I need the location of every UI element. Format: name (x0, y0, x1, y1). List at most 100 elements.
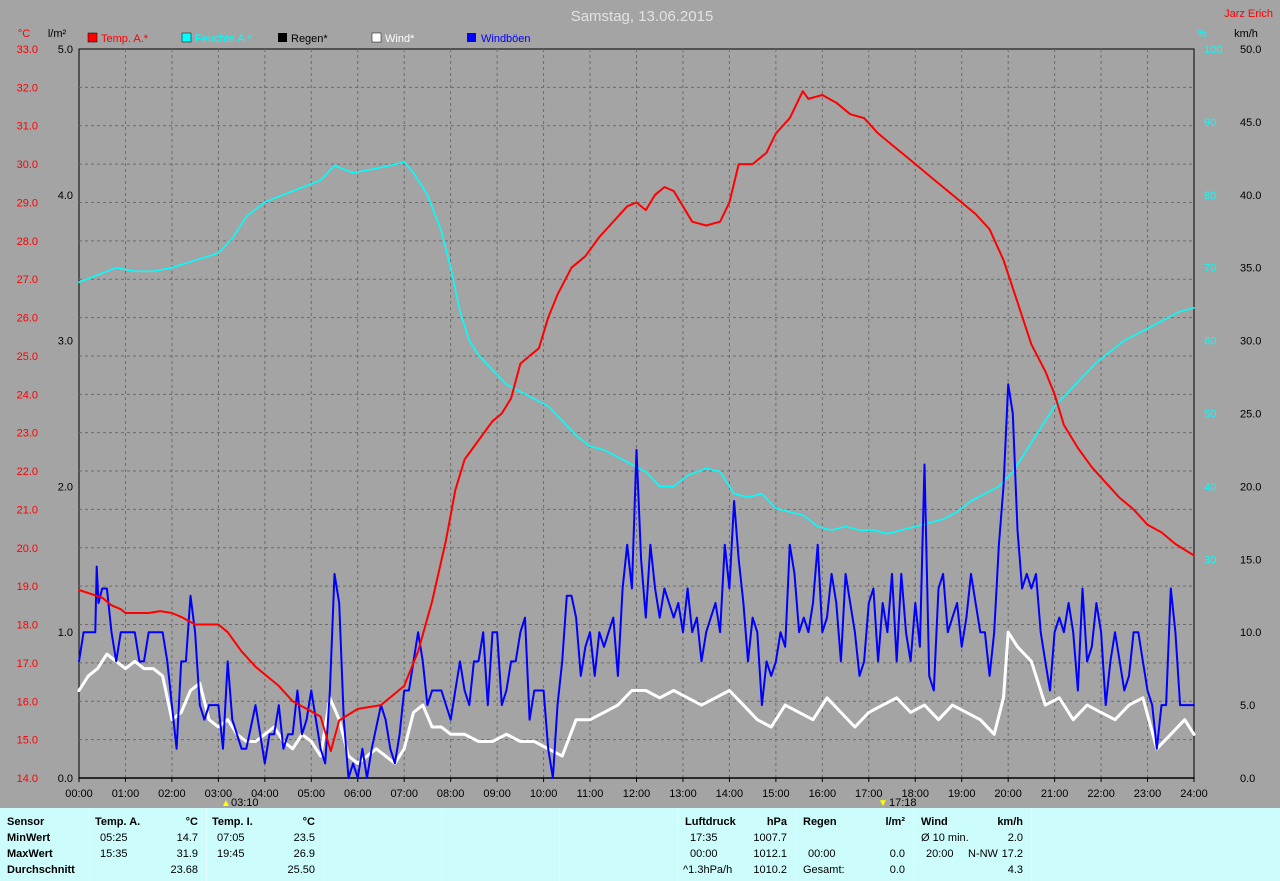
time-tick-label: 24:00 (1180, 788, 1208, 800)
rain-unit: l/m² (885, 816, 905, 828)
rain-tick-label: 3.0 (58, 336, 73, 348)
legend-item-gusts: Windböen (467, 33, 531, 45)
temp-a-max: 31.9 (176, 848, 198, 860)
temp-tick-label: 29.0 (17, 197, 38, 209)
data-series (77, 90, 1196, 779)
rain-total-label: Gesamt: (803, 864, 845, 876)
wind-max: 17.2 (1001, 848, 1023, 860)
legend-label-temp: Temp. A.* (101, 33, 149, 45)
temp-tick-label: 24.0 (17, 389, 38, 401)
time-tick-label: 09:00 (483, 788, 511, 800)
wind-tick-label: 5.0 (1240, 700, 1255, 712)
temp-tick-label: 22.0 (17, 466, 38, 478)
temp-tick-label: 23.0 (17, 428, 38, 440)
stats-empty-column-3 (560, 808, 678, 881)
temp-tick-label: 16.0 (17, 696, 38, 708)
rain-tick-label: 1.0 (58, 627, 73, 639)
wind-axis-unit: km/h (1234, 28, 1258, 40)
time-tick-label: 10:00 (530, 788, 558, 800)
wind-avg-label: Ø 10 min. (921, 832, 969, 844)
wind-tick-label: 40.0 (1240, 190, 1261, 202)
time-tick-label: 02:00 (158, 788, 186, 800)
stats-wind-column: Wind km/h Ø 10 min. 2.0 20:00 N-NW 17.2 … (914, 808, 1032, 881)
temp-a-avg: 23.68 (170, 864, 198, 876)
pressure-max-time: 00:00 (690, 848, 718, 860)
temp-a-unit: °C (185, 816, 198, 828)
time-tick-label: 17:00 (855, 788, 883, 800)
sunrise-label: 03:10 (231, 797, 259, 808)
temp-axis-unit: °C (18, 28, 30, 40)
legend-label-gusts: Windböen (481, 33, 531, 45)
temp-tick-label: 19.0 (17, 581, 38, 593)
stats-empty-column-2 (442, 808, 560, 881)
wind-tick-label: 30.0 (1240, 336, 1261, 348)
rain-tick-label: 0.0 (58, 773, 73, 785)
author-label: Jarz Erich (1224, 8, 1273, 20)
legend-item-temp: Temp. A.* (87, 32, 149, 45)
wind-tick-label: 0.0 (1240, 773, 1255, 785)
temp-tick-label: 28.0 (17, 236, 38, 248)
wind-tick-label: 20.0 (1240, 481, 1261, 493)
temp-i-max-time: 19:45 (217, 848, 245, 860)
time-tick-label: 14:00 (716, 788, 744, 800)
stats-row-min-label: MinWert (7, 832, 51, 844)
humidity-tick-label: 50 (1204, 409, 1216, 421)
time-tick-label: 07:00 (390, 788, 418, 800)
temp-tick-label: 17.0 (17, 658, 38, 670)
wind-tick-label: 50.0 (1240, 44, 1261, 56)
time-tick-label: 12:00 (623, 788, 651, 800)
pressure-min-time: 17:35 (690, 832, 718, 844)
legend-label-humidity: Feuchte A.* (195, 33, 253, 45)
rain-axis-unit: l/m² (48, 28, 67, 40)
legend-swatch-rain (278, 33, 287, 42)
series-line-temp (78, 90, 1195, 753)
legend-swatch-gusts (467, 33, 476, 42)
humidity-tick-label: 30 (1204, 554, 1216, 566)
legend-label-wind: Wind* (385, 33, 415, 45)
time-tick-label: 23:00 (1134, 788, 1162, 800)
stats-row-max-label: MaxWert (7, 848, 53, 860)
wind-tick-label: 25.0 (1240, 409, 1261, 421)
sunset-label: 17:18 (889, 797, 917, 808)
temp-tick-label: 21.0 (17, 504, 38, 516)
sunset-icon: ▼ (878, 798, 888, 808)
chart-title: Samstag, 13.06.2015 (571, 8, 714, 25)
rain-total: 0.0 (889, 864, 905, 876)
temp-a-min: 14.7 (176, 832, 198, 844)
time-tick-label: 03:00 (205, 788, 233, 800)
time-tick-label: 21:00 (1041, 788, 1069, 800)
temp-i-avg: 25.50 (287, 864, 315, 876)
time-tick-label: 15:00 (762, 788, 790, 800)
wind-mean: 4.3 (1007, 864, 1023, 876)
temp-i-min: 23.5 (293, 832, 315, 844)
stats-empty-column-1 (324, 808, 442, 881)
time-tick-label: 01:00 (112, 788, 140, 800)
temp-tick-label: 31.0 (17, 121, 38, 133)
humidity-tick-label: 70 (1204, 263, 1216, 275)
stats-sensor-column: Sensor MinWert MaxWert Durchschnitt (0, 808, 90, 881)
humidity-tick-label: 40 (1204, 481, 1216, 493)
legend-item-rain: Regen* (278, 33, 328, 45)
temp-tick-label: 27.0 (17, 274, 38, 286)
temp-tick-label: 32.0 (17, 82, 38, 94)
time-tick-label: 05:00 (298, 788, 326, 800)
time-tick-label: 00:00 (65, 788, 93, 800)
sunrise-marker: ▲ 03:10 (221, 797, 259, 808)
grid (78, 48, 1195, 782)
time-tick-label: 20:00 (994, 788, 1022, 800)
rain-header: Regen (803, 816, 837, 828)
wind-tick-label: 15.0 (1240, 554, 1261, 566)
legend-swatch-temp (87, 32, 98, 43)
sunrise-icon: ▲ (221, 798, 231, 808)
temp-tick-label: 20.0 (17, 543, 38, 555)
temp-tick-label: 14.0 (17, 773, 38, 785)
wind-header: Wind (921, 816, 948, 828)
time-tick-label: 08:00 (437, 788, 465, 800)
wind-max-time: 20:00 (926, 848, 954, 860)
humidity-tick-label: 80 (1204, 190, 1216, 202)
legend-swatch-humidity (181, 32, 192, 43)
stats-row-avg-label: Durchschnitt (7, 864, 75, 876)
time-tick-label: 13:00 (669, 788, 697, 800)
wind-avg: 2.0 (1007, 832, 1023, 844)
humidity-tick-label: 90 (1204, 117, 1216, 129)
